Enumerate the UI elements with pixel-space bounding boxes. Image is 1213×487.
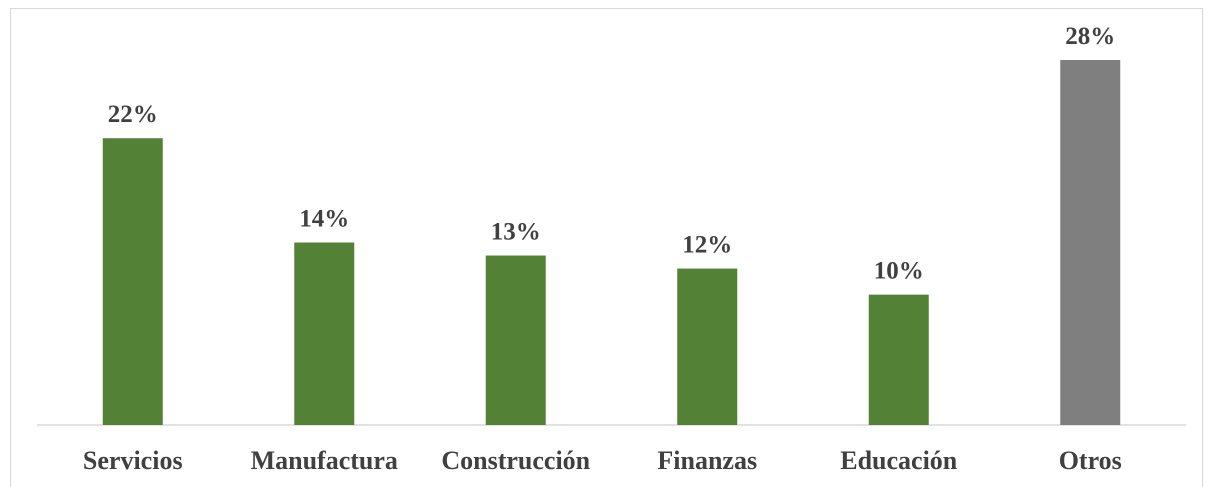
data-label: 10% bbox=[874, 258, 924, 285]
x-tick-label: Manufactura bbox=[251, 446, 398, 475]
bar bbox=[102, 138, 163, 425]
bar bbox=[294, 242, 355, 425]
bar bbox=[485, 255, 546, 425]
x-tick-label: Otros bbox=[1059, 446, 1122, 475]
x-tick-label: Servicios bbox=[83, 446, 183, 475]
data-label: 13% bbox=[491, 219, 541, 246]
data-label: 28% bbox=[1065, 23, 1115, 50]
bar bbox=[868, 294, 929, 425]
x-tick-label: Construcción bbox=[441, 446, 590, 475]
x-tick-label: Finanzas bbox=[657, 446, 757, 475]
data-label: 12% bbox=[682, 232, 732, 259]
bar bbox=[1060, 60, 1121, 425]
data-label: 22% bbox=[108, 101, 158, 128]
data-label: 14% bbox=[299, 206, 349, 233]
bar bbox=[677, 268, 738, 425]
chart-border bbox=[10, 8, 1203, 487]
x-tick-label: Educación bbox=[840, 446, 958, 475]
